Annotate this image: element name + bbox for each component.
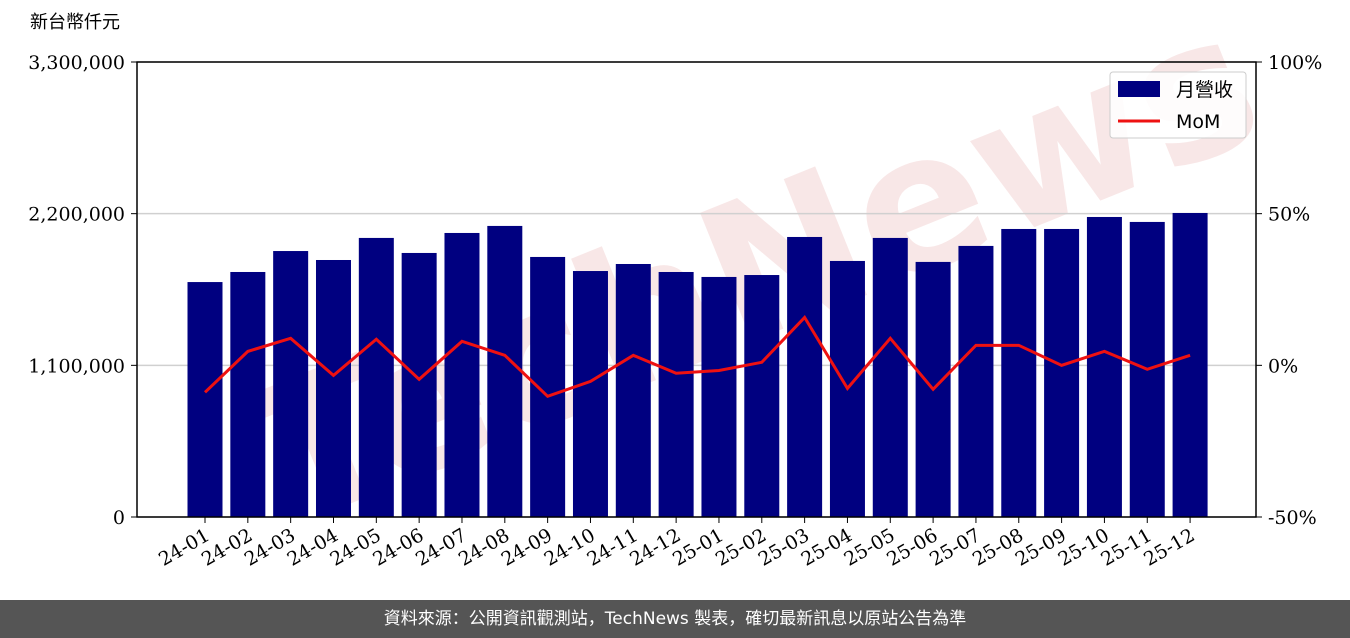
y-tick-label: 0	[113, 507, 125, 529]
y2-tick-label: -50%	[1268, 507, 1317, 529]
y-tick-label: 3,300,000	[28, 52, 125, 74]
bar	[187, 282, 223, 517]
bar	[615, 263, 651, 517]
bar	[872, 237, 908, 517]
bar	[273, 251, 309, 518]
bar	[658, 271, 694, 517]
bar	[572, 271, 608, 517]
bar	[701, 276, 737, 517]
y-tick-label: 2,200,000	[28, 204, 125, 226]
bar	[1044, 228, 1080, 518]
legend-swatch	[1118, 81, 1160, 97]
y2-tick-label: 0%	[1268, 355, 1298, 377]
line	[203, 314, 1191, 398]
bar	[1001, 228, 1037, 518]
y2-tick-label: 50%	[1268, 204, 1310, 226]
bar	[444, 232, 480, 517]
bar	[1086, 216, 1122, 517]
bar	[787, 236, 823, 517]
bar	[530, 256, 566, 517]
y-tick-label: 1,100,000	[28, 355, 125, 377]
chart: TechNews 新台幣仟元 01,100,0002,200,0003,300,…	[28, 0, 1322, 571]
x-tick-label: 25-12	[1140, 524, 1198, 570]
bar	[744, 275, 780, 517]
plot-frame	[136, 61, 1257, 518]
bar	[958, 245, 994, 517]
bar	[1172, 212, 1208, 517]
y-axis-title: 新台幣仟元	[30, 12, 120, 33]
legend-label: 月營收	[1176, 79, 1233, 101]
bar	[230, 271, 266, 517]
footer: 資料來源：公開資訊觀測站，TechNews 製表，確切最新訊息以原站公告為準	[0, 600, 1350, 638]
bar	[358, 237, 394, 517]
bar	[487, 225, 523, 518]
legend-label: MoM	[1176, 111, 1220, 133]
y2-tick-label: 100%	[1268, 52, 1322, 74]
bar	[401, 252, 437, 517]
bar	[315, 259, 351, 517]
